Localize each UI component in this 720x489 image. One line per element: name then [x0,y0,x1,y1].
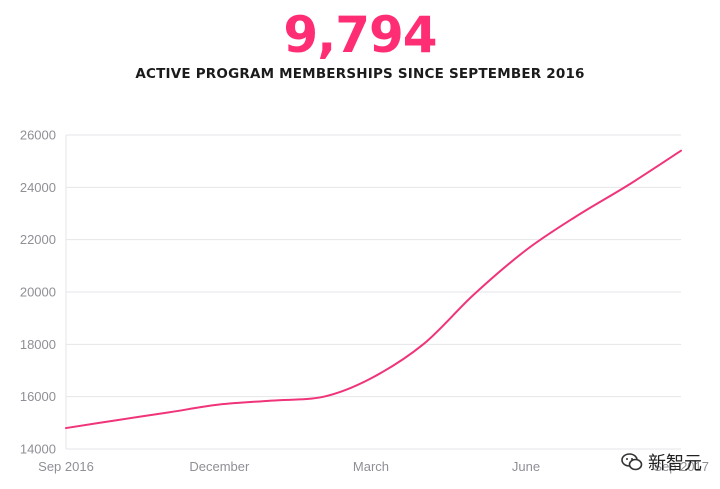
y-tick-label: 16000 [20,389,56,404]
x-tick-label: Sep 2017 [653,459,709,474]
y-tick-label: 26000 [20,128,56,143]
y-tick-label: 22000 [20,232,56,247]
series-line [65,149,682,430]
x-axis-ticks: Sep 2016 December March June Sep 2017 [38,459,709,474]
y-tick-label: 18000 [20,337,56,352]
watermark: 新智元 [620,449,702,475]
y-tick-label: 24000 [20,180,56,195]
series-layer [65,149,682,430]
gridlines [65,134,681,450]
x-tick-label: March [353,459,389,474]
x-tick-label: June [512,459,540,474]
x-tick-label: December [189,459,250,474]
y-tick-label: 14000 [20,442,56,457]
headline-number: 9,794 [283,6,437,64]
chart-subtitle: ACTIVE PROGRAM MEMBERSHIPS SINCE SEPTEMB… [135,66,585,82]
wechat-icon [621,453,643,471]
y-tick-label: 20000 [20,285,56,300]
x-tick-label: Sep 2016 [38,459,94,474]
watermark-text: 新智元 [648,453,702,474]
y-axis-ticks: 14000 16000 18000 20000 22000 24000 26000 [20,128,56,457]
